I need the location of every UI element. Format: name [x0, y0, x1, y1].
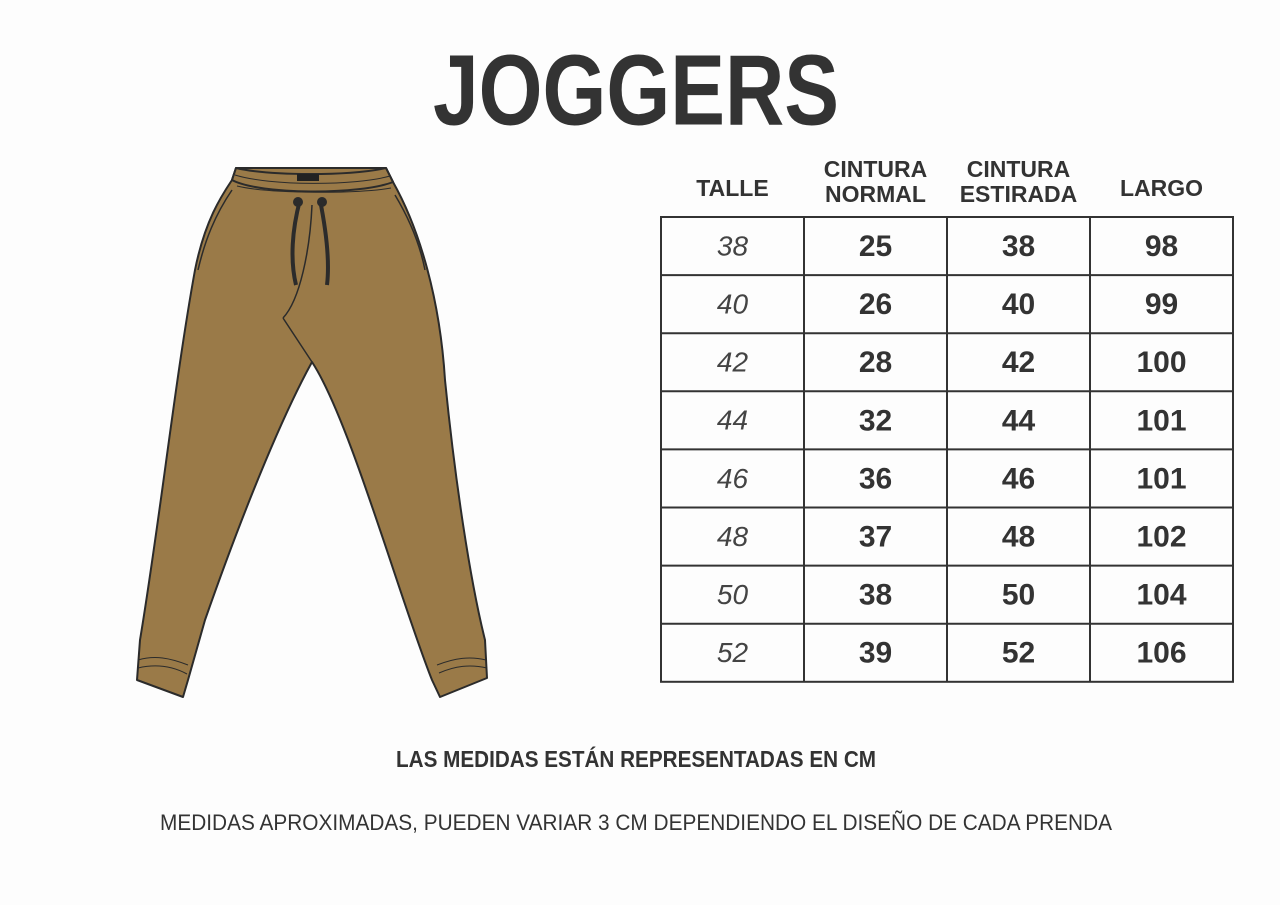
column-header: ESTIRADA — [960, 181, 1078, 207]
column-header: LARGO — [1120, 175, 1203, 201]
size-cell: 50 — [717, 579, 749, 610]
value-cell: 28 — [859, 346, 892, 379]
column-header: NORMAL — [825, 181, 926, 207]
value-cell: 52 — [1002, 637, 1035, 670]
size-cell: 46 — [717, 463, 749, 494]
size-cell: 40 — [717, 289, 749, 320]
value-cell: 38 — [1002, 230, 1035, 263]
value-cell: 42 — [1002, 346, 1035, 379]
size-cell: 52 — [717, 637, 749, 668]
value-cell: 98 — [1145, 230, 1178, 263]
size-cell: 48 — [717, 521, 749, 552]
size-cell: 42 — [717, 347, 749, 378]
title: JOGGERS — [433, 34, 839, 146]
column-header: TALLE — [696, 175, 768, 201]
value-cell: 36 — [859, 462, 892, 495]
value-cell: 99 — [1145, 288, 1178, 321]
value-cell: 106 — [1136, 637, 1186, 670]
value-cell: 32 — [859, 404, 892, 437]
value-cell: 40 — [1002, 288, 1035, 321]
note: MEDIDAS APROXIMADAS, PUEDEN VARIAR 3 CM … — [160, 810, 1112, 835]
value-cell: 25 — [859, 230, 892, 263]
value-cell: 101 — [1136, 404, 1186, 437]
value-cell: 104 — [1136, 579, 1186, 612]
column-header: CINTURA — [967, 156, 1071, 182]
value-cell: 39 — [859, 637, 892, 670]
column-header: CINTURA — [824, 156, 928, 182]
value-cell: 46 — [1002, 462, 1035, 495]
value-cell: 38 — [859, 579, 892, 612]
value-cell: 100 — [1136, 346, 1186, 379]
size-cell: 38 — [717, 230, 749, 261]
size-cell: 44 — [717, 405, 748, 436]
value-cell: 26 — [859, 288, 892, 321]
note: LAS MEDIDAS ESTÁN REPRESENTADAS EN CM — [396, 745, 876, 772]
value-cell: 37 — [859, 520, 892, 553]
value-cell: 44 — [1002, 404, 1036, 437]
pants-illustration — [136, 167, 488, 698]
value-cell: 50 — [1002, 579, 1035, 612]
value-cell: 102 — [1136, 520, 1186, 553]
value-cell: 101 — [1136, 462, 1186, 495]
value-cell: 48 — [1002, 520, 1035, 553]
